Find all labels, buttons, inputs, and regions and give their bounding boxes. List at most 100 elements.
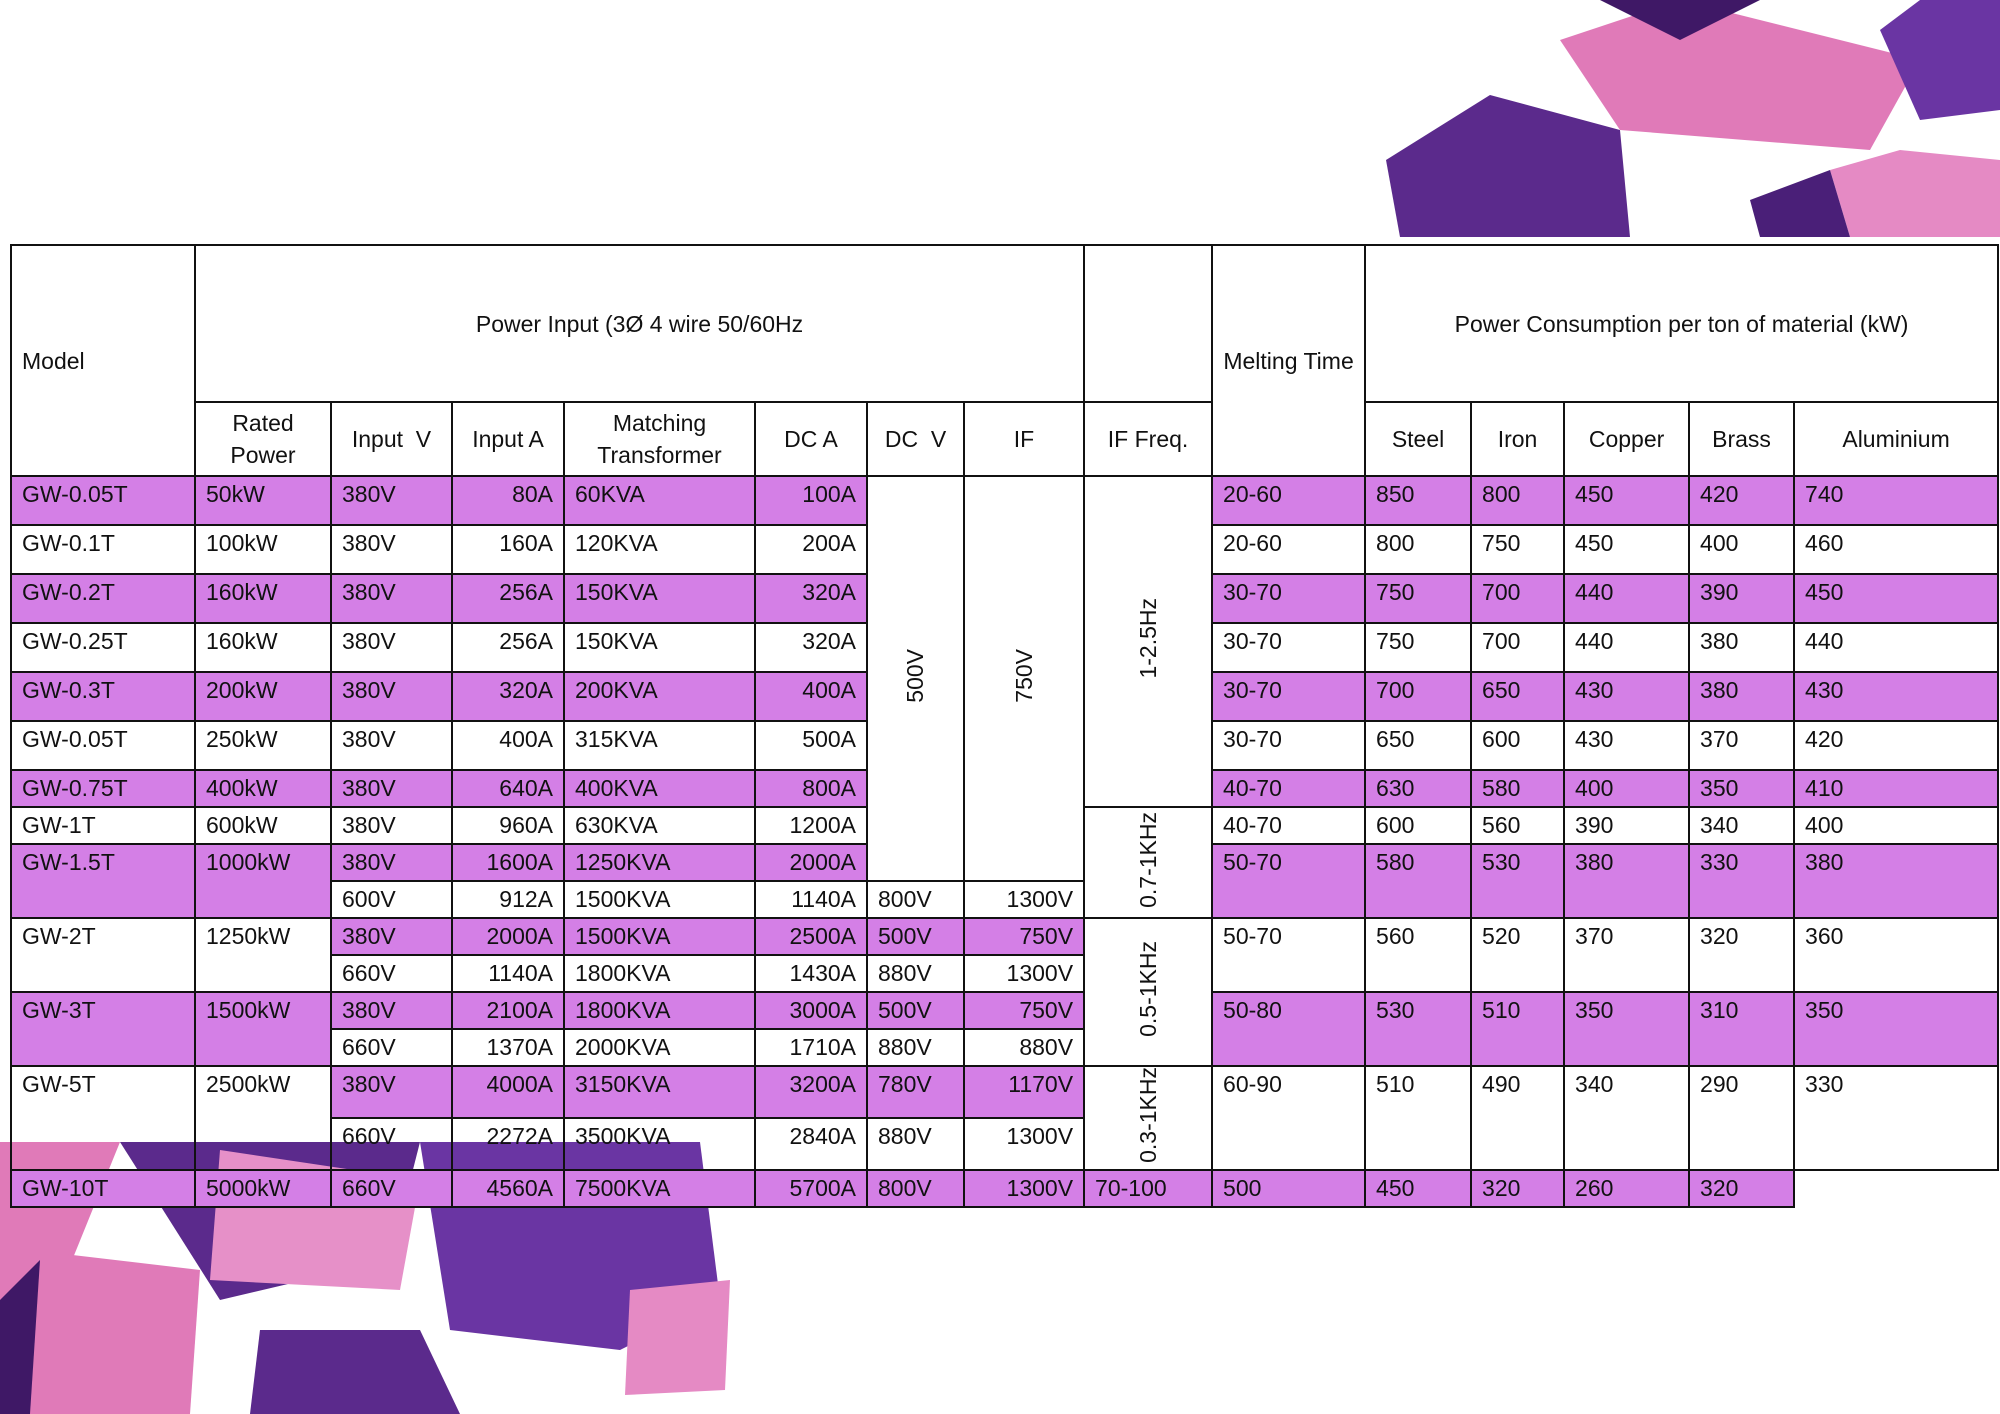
cell: GW-0.05T (10, 720, 196, 771)
cell: 1300V (962, 880, 1086, 919)
cell: 30-70 (1211, 671, 1367, 722)
data-row: 660V 2272A 3500KVA 2840A 880V 1300V (11, 1116, 1998, 1171)
cell: 750V (962, 991, 1086, 1030)
cubes-top (1386, 0, 2000, 237)
cell: GW-1.5T (10, 843, 196, 919)
cell: 200A (754, 524, 868, 575)
cell: 380V (330, 806, 453, 845)
cell: 440 (1793, 622, 2000, 673)
cell: 370 (1563, 917, 1691, 993)
cell: 2272A (451, 1116, 565, 1171)
cell: 380V (330, 622, 453, 673)
cell: 1300V (962, 1116, 1086, 1171)
cell: 450 (1364, 1168, 1473, 1208)
cell: 5700A (754, 1168, 868, 1208)
data-row: GW-0.1T 100kW 380V 160A 120KVA 200A 20-60 800 75… (10, 524, 2000, 575)
cell: 320 (1688, 1168, 1796, 1208)
cell: 2000A (754, 843, 868, 882)
header-cell: IF (962, 401, 1086, 477)
cell: 420 (1793, 720, 2000, 771)
cell: 50-70 (1211, 917, 1367, 993)
cell: 320 (1688, 917, 1796, 993)
cell: 912A (451, 880, 565, 919)
cell: 2840A (754, 1116, 868, 1171)
cell: 160kW (194, 622, 332, 673)
vertical-text: 0.7-1KHz (1134, 811, 1161, 908)
cell: 290 (1688, 1065, 1796, 1171)
header-cell: DC A (754, 401, 868, 477)
cell: 2000KVA (563, 1028, 756, 1067)
cell: 430 (1563, 671, 1691, 722)
cell: 500V (866, 475, 965, 882)
cell: 510 (1470, 991, 1566, 1067)
cell: 380 (1688, 671, 1796, 722)
cell: 750 (1364, 622, 1473, 673)
cell: 660V (330, 954, 453, 993)
cell: 430 (1563, 720, 1691, 771)
cell: 880V (866, 1116, 965, 1171)
cell: 800 (1364, 524, 1473, 575)
cell: 80A (451, 475, 565, 526)
cell: 30-70 (1211, 573, 1367, 624)
vertical-text: 500V (902, 648, 928, 703)
cell: 1300V (962, 954, 1086, 993)
cell: 250kW (194, 720, 332, 771)
header-cell: Aluminium (1793, 401, 2000, 477)
cell: 530 (1470, 843, 1566, 919)
header-cell: Model (10, 244, 196, 477)
cell: 60-90 (1211, 1065, 1367, 1171)
cell: 390 (1563, 806, 1691, 845)
cell: 380V (330, 720, 453, 771)
cell: 750 (1470, 524, 1566, 575)
cell: GW-5T (10, 1065, 196, 1171)
cell: 1500KVA (563, 880, 756, 919)
cell: 800 (1470, 475, 1566, 526)
cell: 200KVA (563, 671, 756, 722)
data-row: 660V 1370A 2000KVA 1710A 880V 880V (11, 1028, 1998, 1067)
cell: 320 (1470, 1168, 1566, 1208)
vertical-text: 0.5-1KHz (1134, 941, 1161, 1037)
cell: 1430A (754, 954, 868, 993)
cell: 340 (1563, 1065, 1691, 1171)
cell: 630KVA (563, 806, 756, 845)
header-cell: Matching Transformer (563, 401, 756, 477)
cell: 380V (330, 671, 453, 722)
cell: GW-3T (10, 991, 196, 1067)
cell: 320A (754, 573, 868, 624)
cell: 1800KVA (563, 991, 756, 1030)
cell: 350 (1793, 991, 2000, 1067)
cell: 450 (1563, 475, 1691, 526)
cell: 400 (1793, 806, 2000, 845)
cell: 160kW (194, 573, 332, 624)
cell: 500V (866, 917, 965, 956)
data-row: GW-10T 5000kW 660V 4560A 7500KVA 5700A 800V 130… (10, 1168, 1998, 1208)
header-cell: Brass (1688, 401, 1796, 477)
cell: 160A (451, 524, 565, 575)
cell: 5000kW (194, 1168, 332, 1208)
cell: GW-0.2T (10, 573, 196, 624)
cell: 340 (1688, 806, 1796, 845)
cell: GW-0.1T (10, 524, 196, 575)
cell: 380V (330, 769, 453, 808)
cell: 350 (1563, 991, 1691, 1067)
header-cell: Input A (451, 401, 565, 477)
cell: 700 (1364, 671, 1473, 722)
data-row: GW-0.2T 160kW 380V 256A 150KVA 320A 30-70 750 70… (10, 573, 2000, 624)
cell: 660V (330, 1168, 453, 1208)
cell: 4560A (451, 1168, 565, 1208)
cell: 380 (1688, 622, 1796, 673)
cell: GW-10T (10, 1168, 196, 1208)
table-body: GW-0.05T 50kW 380V 80A 60KVA 100A 500V 750V 1-2.… (10, 475, 2000, 1208)
cell: 7500KVA (563, 1168, 756, 1208)
cell: 1800KVA (563, 954, 756, 993)
cell: 1500kW (194, 991, 332, 1067)
cell: 580 (1364, 843, 1473, 919)
cell: 640A (451, 769, 565, 808)
data-row: GW-0.25T 160kW 380V 256A 150KVA 320A 30-70 750 7… (10, 622, 2000, 673)
header-row: Rated Power Input V Input A Matching Tra… (11, 401, 2000, 477)
table-header: Model Power Input (3Ø 4 wire 50/60Hz Mel… (10, 244, 2000, 477)
cell: 380V (330, 917, 453, 956)
cell: 430 (1793, 671, 2000, 722)
cell: 510 (1364, 1065, 1473, 1171)
cell: 1300V (962, 1168, 1086, 1208)
